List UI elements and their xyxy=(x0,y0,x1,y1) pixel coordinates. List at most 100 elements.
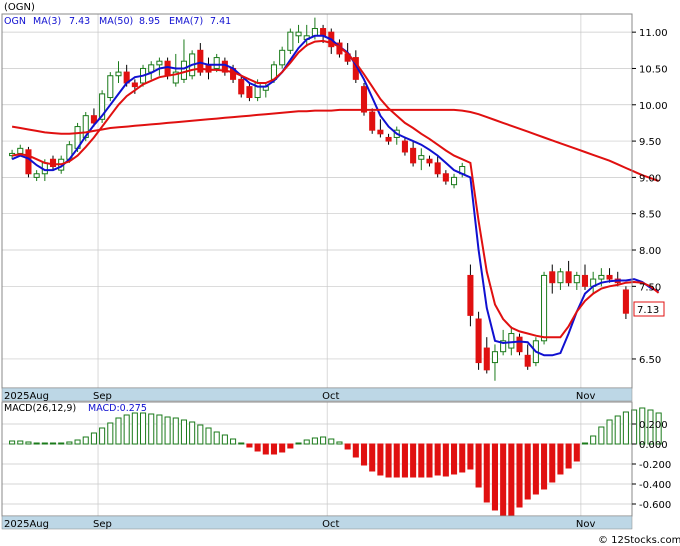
macd-bar xyxy=(82,436,89,445)
macd-bar xyxy=(295,442,302,445)
candle-body xyxy=(311,28,318,37)
candle-body xyxy=(426,158,433,164)
price-xaxis-month-label: Oct xyxy=(322,391,339,402)
legend-ticker: OGN xyxy=(4,16,26,27)
macd-bar xyxy=(377,443,384,476)
macd-bar xyxy=(401,443,408,478)
candle-body xyxy=(238,78,245,95)
macd-bar xyxy=(573,443,580,462)
candle-body xyxy=(401,140,408,153)
candle-body xyxy=(320,28,327,37)
price-xaxis-month-label: Nov xyxy=(576,391,596,402)
macd-bar xyxy=(58,442,65,445)
macd-bar xyxy=(270,443,278,455)
macd-bar xyxy=(303,439,310,445)
candle-body xyxy=(451,176,458,186)
macd-xaxis-month-label: Oct xyxy=(322,519,339,530)
macd-xaxis-month-label: Nov xyxy=(576,519,596,530)
macd-bar xyxy=(369,443,376,472)
macd-bar xyxy=(238,442,245,445)
macd-tick-label: 0.200 xyxy=(639,420,668,431)
macd-bar xyxy=(557,443,564,475)
last-price-tag: 7.13 xyxy=(633,301,665,317)
legend-ema7-value: 7.41 xyxy=(210,16,231,27)
macd-bar xyxy=(622,411,629,445)
candle-body xyxy=(491,351,498,364)
candle-body xyxy=(377,129,384,135)
candle-body xyxy=(205,64,212,73)
watermark: © 12Stocks.com xyxy=(598,535,680,546)
series-line-ema7 xyxy=(11,39,660,339)
macd-bar xyxy=(434,443,441,476)
macd-bar xyxy=(74,439,81,445)
candle-body xyxy=(197,49,204,73)
candle-body xyxy=(99,93,106,120)
candle-body xyxy=(565,271,572,284)
macd-bar xyxy=(581,442,589,445)
macd-bar xyxy=(123,414,130,445)
macd-bar xyxy=(467,443,474,470)
candle-body xyxy=(360,86,368,113)
candle-body xyxy=(516,336,523,353)
price-tick-label: 9.00 xyxy=(639,173,661,184)
candle-body xyxy=(131,82,138,88)
candle-body xyxy=(172,71,179,84)
legend-ma50-value: 8.95 xyxy=(139,16,160,27)
candle-body xyxy=(410,147,417,164)
macd-bar xyxy=(475,443,482,488)
candle-body xyxy=(385,136,392,142)
candle-body xyxy=(557,271,564,284)
macd-tick-label: -0.400 xyxy=(639,480,671,491)
macd-bar xyxy=(426,443,433,478)
macd-panel xyxy=(9,407,662,518)
price-tick-label: 10.00 xyxy=(639,101,668,112)
price-xaxis-month-label: Sep xyxy=(93,391,112,402)
price-tick-label: 11.00 xyxy=(639,28,668,39)
candle-body xyxy=(598,274,605,280)
macd-bar xyxy=(410,443,417,478)
price-tick-label: 9.50 xyxy=(639,137,661,148)
legend-macd-value: MACD:0.275 xyxy=(88,403,147,414)
candle-body xyxy=(581,274,589,287)
macd-bar xyxy=(33,442,40,445)
macd-bar xyxy=(590,435,597,445)
macd-bar xyxy=(25,441,32,445)
macd-bar xyxy=(393,443,400,478)
axes: 11.00 10.50 10.00 9.50 9.00 8.50 8.00 7.50 6.50 0… xyxy=(1,13,671,530)
series-line-ma3 xyxy=(11,34,660,357)
chart-title: (OGN) xyxy=(4,2,35,13)
candle-body xyxy=(246,86,253,99)
macd-tick-label: -0.200 xyxy=(639,460,671,471)
macd-bar xyxy=(90,432,97,445)
macd-bar xyxy=(565,443,572,469)
price-xaxis-year-label: 2025Aug xyxy=(4,391,49,402)
candle-body xyxy=(164,60,171,77)
price-tick-label: 6.50 xyxy=(639,355,661,366)
macd-bar xyxy=(491,443,498,511)
candle-body xyxy=(508,333,515,349)
macd-bar xyxy=(500,443,507,518)
candle-body xyxy=(442,173,449,182)
last-price-box xyxy=(633,301,665,317)
macd-bar xyxy=(532,443,539,495)
candle-body xyxy=(25,149,32,175)
macd-bar xyxy=(140,412,147,445)
candle-body xyxy=(418,155,425,160)
macd-bar xyxy=(172,417,179,445)
price-tick-label: 8.00 xyxy=(639,246,661,257)
price-xaxis-band xyxy=(1,387,633,402)
macd-bar xyxy=(459,443,466,473)
macd-bar xyxy=(49,442,57,445)
legend-ema7-label: EMA(7) xyxy=(169,16,203,27)
candle-body xyxy=(549,271,556,284)
macd-bar xyxy=(107,422,114,445)
macd-bar xyxy=(148,413,155,445)
candle-body xyxy=(369,111,376,131)
macd-bar xyxy=(197,424,204,445)
macd-bar xyxy=(164,416,171,445)
macd-bar xyxy=(99,427,106,445)
candle-body xyxy=(541,274,548,342)
price-tick-label: 8.50 xyxy=(639,210,661,221)
legend-ma3-label: MA(3) xyxy=(33,16,61,27)
